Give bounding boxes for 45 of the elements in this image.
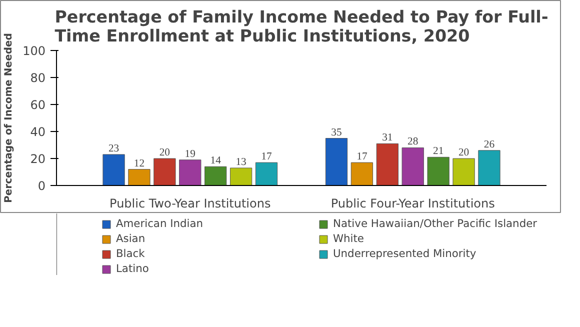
data-label: 13 — [236, 156, 246, 168]
legend-label: Asian — [116, 232, 146, 245]
legend-label: Native Hawaiian/Other Pacific Islander — [333, 217, 538, 230]
legend-label: Underrepresented Minority — [333, 247, 478, 260]
data-label: 20 — [458, 148, 470, 158]
bar — [350, 162, 374, 186]
x-tick-label: Public Two-Year Institutions — [110, 196, 271, 210]
bar — [154, 158, 176, 186]
legend-label: American Indian — [116, 217, 204, 230]
bar — [179, 160, 202, 186]
data-label: 17 — [356, 152, 368, 163]
bar — [204, 166, 227, 186]
x-tick-label: Public Four-Year Institutions — [330, 196, 495, 210]
bar — [402, 147, 424, 186]
bar — [325, 138, 348, 186]
legend-label: Black — [116, 247, 146, 260]
bar — [427, 156, 450, 186]
bar — [128, 169, 150, 186]
y-tick-label: 0 — [38, 179, 46, 193]
y-tick-label: 80 — [30, 71, 46, 85]
bar — [478, 150, 500, 186]
y-tick-label: 20 — [30, 152, 46, 166]
data-label: 19 — [184, 148, 196, 160]
y-tick-label: 60 — [30, 98, 46, 112]
data-label: 14 — [210, 156, 222, 167]
data-label: 23 — [108, 143, 120, 154]
chart-title: Percentage of Family Income Needed to Pay for Full-Time Enrollment at Public Institutions, 2020 — [54, 8, 548, 46]
data-label: 26 — [484, 139, 496, 150]
y-axis-title: Percentage of Income Needed — [4, 33, 15, 203]
data-label: 28 — [408, 136, 418, 148]
data-label: 12 — [134, 158, 145, 170]
data-label: 21 — [432, 146, 444, 158]
data-label: 35 — [331, 127, 342, 138]
data-label: 31 — [382, 132, 393, 144]
bar — [376, 143, 398, 186]
bar — [255, 162, 278, 186]
bar — [102, 154, 125, 186]
legend-label: Latino — [116, 262, 150, 275]
y-tick-label: 100 — [22, 44, 46, 58]
bar — [452, 158, 475, 186]
legend-label: White — [333, 232, 365, 245]
data-label: 20 — [159, 148, 170, 158]
y-tick-label: 40 — [30, 125, 46, 139]
data-label: 17 — [261, 152, 272, 163]
bar — [230, 168, 252, 186]
